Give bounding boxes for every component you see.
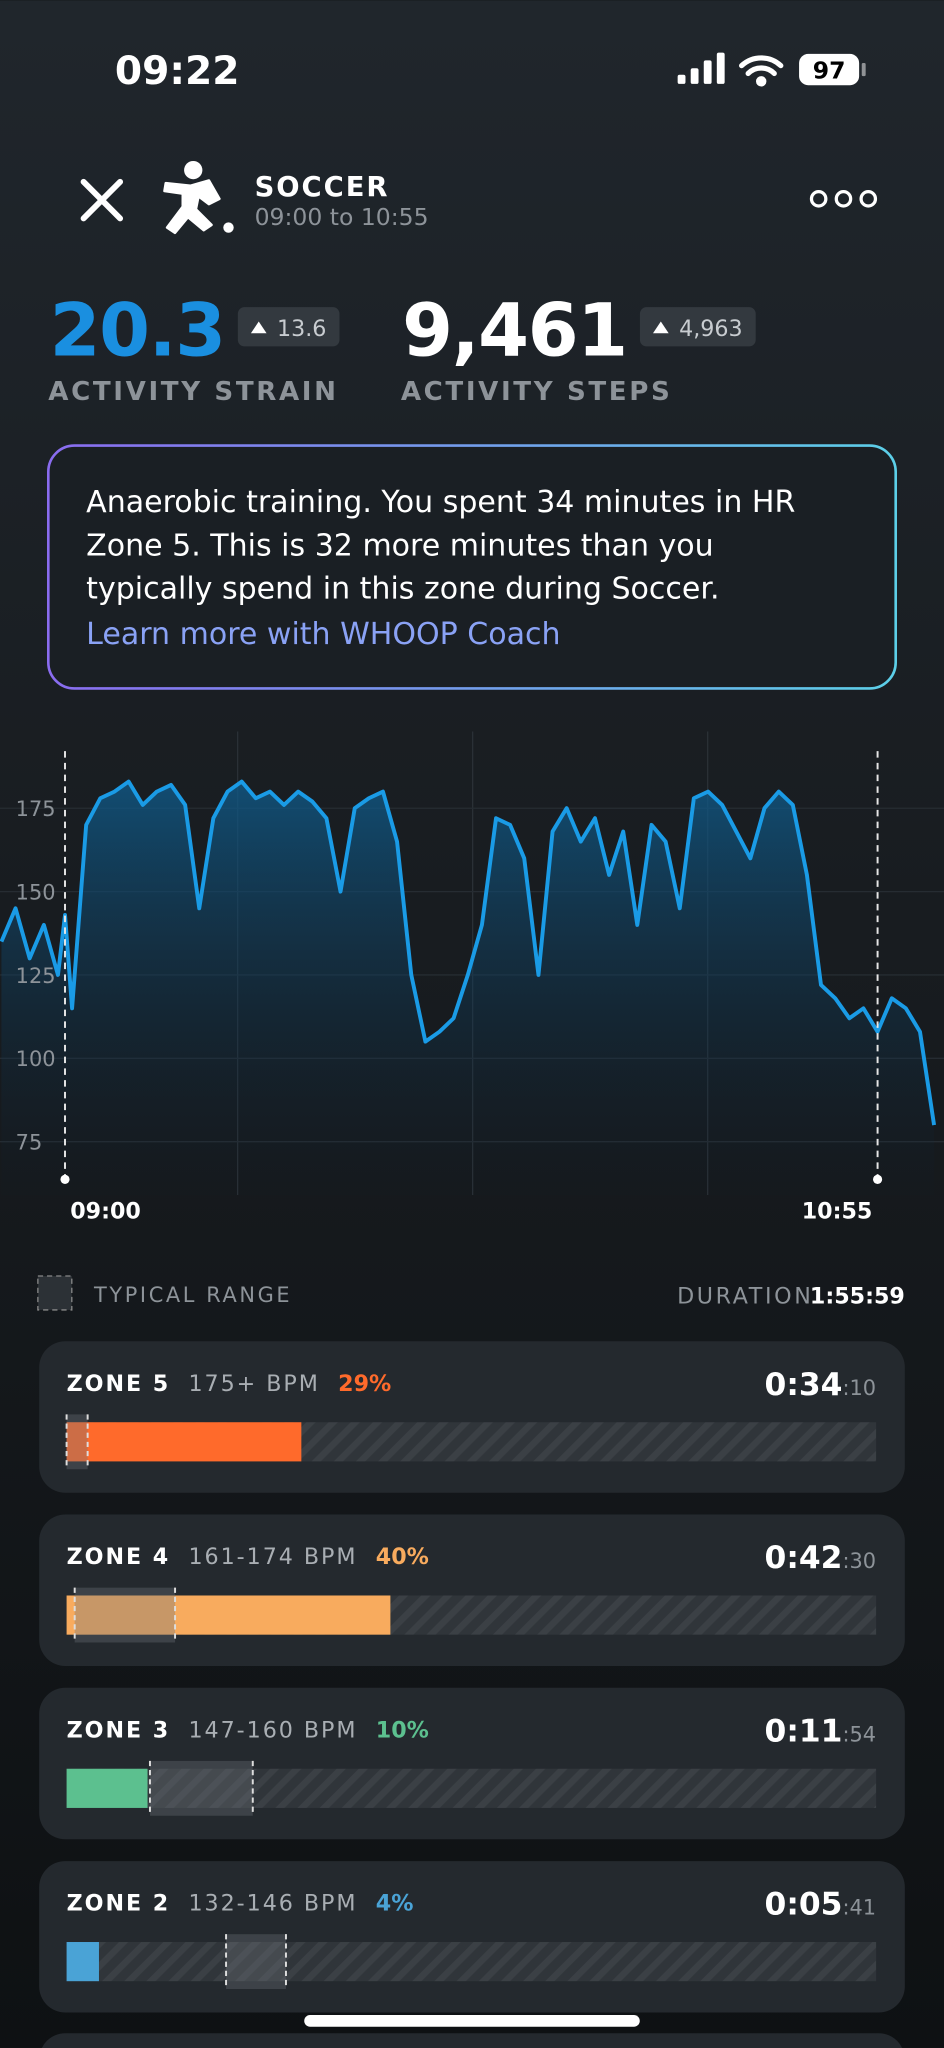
home-indicator [304, 2015, 640, 2027]
battery-level: 97 [813, 57, 846, 85]
delta-arrow [652, 321, 669, 334]
session-dot [873, 1174, 883, 1184]
zone-bpm: 175+ BPM [188, 1371, 319, 1397]
zone-card-partial [41, 2033, 903, 2048]
zone-bpm: 147-160 BPM [188, 1717, 357, 1743]
metric-delta-box [639, 307, 756, 347]
zone-bar [66, 1422, 302, 1462]
duration-label: DURATION [677, 1283, 813, 1309]
y-tick-label: 125 [16, 964, 56, 988]
typical-range [149, 1760, 253, 1816]
zone-time-main: 0:05 [765, 1887, 843, 1923]
metric-delta: 13.6 [277, 316, 326, 342]
insight-text: Anaerobic training. You spent 34 minutes… [86, 485, 795, 652]
wifi-icon [739, 55, 784, 87]
metric-label: ACTIVITY STEPS [401, 377, 673, 407]
zone-time-seconds: :41 [842, 1896, 876, 1920]
zone-time: 0:11:54 [765, 1713, 877, 1749]
battery [799, 53, 860, 86]
y-tick-label: 150 [16, 880, 56, 904]
y-tick-label: 75 [16, 1131, 43, 1155]
coach-link[interactable]: Learn more with WHOOP Coach [86, 617, 560, 652]
zone-bar [66, 1768, 148, 1808]
activity-time: 09:00 to 10:55 [255, 203, 429, 231]
metric-value: 9,461 [402, 288, 627, 373]
zone-time-seconds: :30 [842, 1549, 876, 1573]
zone-name: ZONE 4 [67, 1544, 171, 1570]
zone-time-main: 0:42 [765, 1540, 843, 1576]
y-tick-label: 100 [16, 1047, 56, 1071]
duration-value: 1:55:59 [810, 1283, 905, 1309]
typical-range-swatch [37, 1275, 73, 1311]
activity-title: SOCCER [255, 172, 390, 203]
zone-card: ZONE 2 132-146 BPM 4% 0:05:41 [39, 1861, 905, 2013]
x-tick-label: 10:55 [802, 1199, 873, 1225]
zone-time-seconds: :10 [842, 1376, 876, 1400]
zone-header: ZONE 3 147-160 BPM 10% [67, 1717, 429, 1743]
zone-time-main: 0:11 [765, 1713, 843, 1749]
insight-line: Zone 5. This is 32 more minutes than you [86, 528, 713, 563]
metric-delta-box [237, 307, 340, 347]
zone-card: ZONE 3 147-160 BPM 10% 0:11:54 [39, 1687, 905, 1840]
insight-line: typically spend in this zone during Socc… [86, 571, 719, 606]
zone-time: 0:05:41 [765, 1887, 877, 1923]
zone-time-main: 0:34 [765, 1367, 843, 1403]
zone-name: ZONE 3 [67, 1717, 171, 1743]
zone-header: ZONE 2 132-146 BPM 4% [67, 1891, 414, 1917]
typical-range [74, 1587, 176, 1643]
zone-header: ZONE 5 175+ BPM 29% [67, 1371, 392, 1397]
zone-card: ZONE 4 161-174 BPM 40% 0:42:30 [39, 1514, 905, 1666]
zone-name: ZONE 5 [67, 1371, 171, 1397]
zone-time-seconds: :54 [842, 1722, 876, 1746]
typical-range [226, 1934, 286, 1990]
zone-time: 0:34:10 [765, 1367, 877, 1403]
hr-area [1, 781, 935, 1196]
x-tick-label: 09:00 [70, 1199, 141, 1225]
metrics: 20.3 13.6 ACTIVITY STRAIN 9,461 4,963 ACTIVIT… [48, 288, 756, 407]
metric-label: ACTIVITY STRAIN [48, 377, 338, 407]
soccer-icon [163, 160, 234, 235]
zone-track [66, 1942, 877, 1982]
status-time: 09:22 [115, 49, 240, 94]
zone-bar [66, 1595, 391, 1635]
zone-name: ZONE 2 [67, 1891, 171, 1917]
zone-bar [66, 1942, 99, 1982]
battery-tip [861, 63, 866, 77]
zone-card: ZONE 5 175+ BPM 29% 0:34:10 [39, 1341, 905, 1493]
zone-header: ZONE 4 161-174 BPM 40% [67, 1544, 429, 1570]
zone-percent: 29% [338, 1371, 391, 1397]
zone-list: ZONE 5 175+ BPM 29% 0:34:10 ZONE 4 161-174 BP… [39, 1341, 905, 2013]
metric-delta: 4,963 [679, 316, 743, 342]
insight-card [47, 444, 897, 690]
zone-percent: 4% [376, 1891, 414, 1917]
y-tick-label: 175 [16, 797, 56, 821]
zone-card-bg [39, 1341, 905, 1493]
typical-range [66, 1414, 88, 1470]
zone-percent: 10% [376, 1717, 429, 1743]
metric-value: 20.3 [50, 288, 225, 373]
zone-time: 0:42:30 [765, 1540, 877, 1576]
insight-line: Anaerobic training. You spent 34 minutes… [86, 485, 795, 520]
session-dot [60, 1174, 70, 1184]
hr-line [0, 779, 937, 1126]
zone-bpm: 132-146 BPM [188, 1891, 357, 1917]
close-button[interactable] [80, 178, 124, 222]
hr-chart: 75 100 125 150 175 09:00 10:55 [0, 751, 944, 1225]
more-button[interactable] [809, 190, 878, 208]
signal-icon [677, 52, 725, 84]
delta-arrow [250, 321, 267, 334]
zone-bpm: 161-174 BPM [188, 1544, 357, 1570]
zone-track [66, 1768, 877, 1808]
typical-range-label: TYPICAL RANGE [93, 1283, 292, 1307]
zone-card-bg [39, 1861, 905, 2013]
zone-percent: 40% [376, 1544, 429, 1570]
